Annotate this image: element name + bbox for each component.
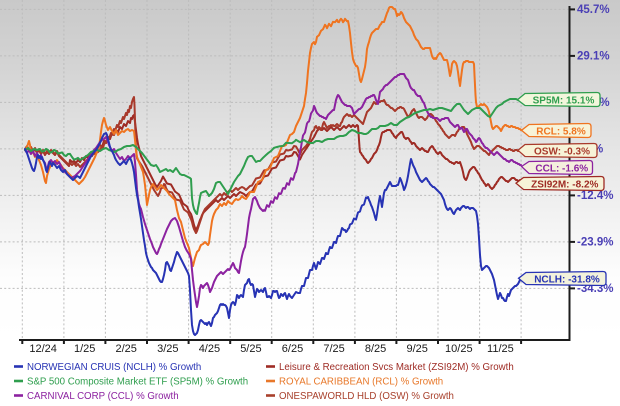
svg-text:CCL: -1.6%: CCL: -1.6% xyxy=(535,163,588,174)
svg-text:29.1%: 29.1% xyxy=(577,51,610,63)
svg-text:5/25: 5/25 xyxy=(240,343,261,355)
svg-text:S&P 500 Composite Market ETF (: S&P 500 Composite Market ETF (SP5M) % Gr… xyxy=(27,377,248,388)
svg-text:RCL: 5.8%: RCL: 5.8% xyxy=(536,126,586,137)
svg-text:45.7%: 45.7% xyxy=(577,4,610,16)
svg-text:4/25: 4/25 xyxy=(199,343,220,355)
svg-text:8/25: 8/25 xyxy=(365,343,386,355)
svg-text:-23.9%: -23.9% xyxy=(577,237,613,249)
svg-text:CARNIVAL CORP (CCL) % Growth: CARNIVAL CORP (CCL) % Growth xyxy=(27,391,179,401)
svg-text:7/25: 7/25 xyxy=(323,343,344,355)
svg-text:1/25: 1/25 xyxy=(74,343,95,355)
svg-text:2/25: 2/25 xyxy=(115,343,136,355)
svg-text:ONESPAWORLD HLD (OSW) % Growth: ONESPAWORLD HLD (OSW) % Growth xyxy=(279,391,454,401)
svg-text:ROYAL CARIBBEAN (RCL) % Growth: ROYAL CARIBBEAN (RCL) % Growth xyxy=(279,377,443,388)
svg-text:OSW: -0.3%: OSW: -0.3% xyxy=(534,146,590,157)
svg-text:6/25: 6/25 xyxy=(282,343,303,355)
svg-text:11/25: 11/25 xyxy=(487,343,514,355)
svg-text:SP5M: 15.1%: SP5M: 15.1% xyxy=(533,95,595,106)
svg-text:3/25: 3/25 xyxy=(157,343,178,355)
svg-text:12/24: 12/24 xyxy=(29,343,57,355)
svg-text:-12.4%: -12.4% xyxy=(577,190,613,202)
svg-text:ZSI92M: -8.2%: ZSI92M: -8.2% xyxy=(531,179,598,190)
svg-text:NORWEGIAN CRUIS (NCLH) % Growt: NORWEGIAN CRUIS (NCLH) % Growth xyxy=(27,362,201,373)
svg-text:Leisure & Recreation Svcs Mark: Leisure & Recreation Svcs Market (ZSI92M… xyxy=(279,362,514,373)
svg-text:9/25: 9/25 xyxy=(406,343,427,355)
svg-text:NCLH: -31.8%: NCLH: -31.8% xyxy=(534,274,600,285)
svg-text:10/25: 10/25 xyxy=(445,343,473,355)
